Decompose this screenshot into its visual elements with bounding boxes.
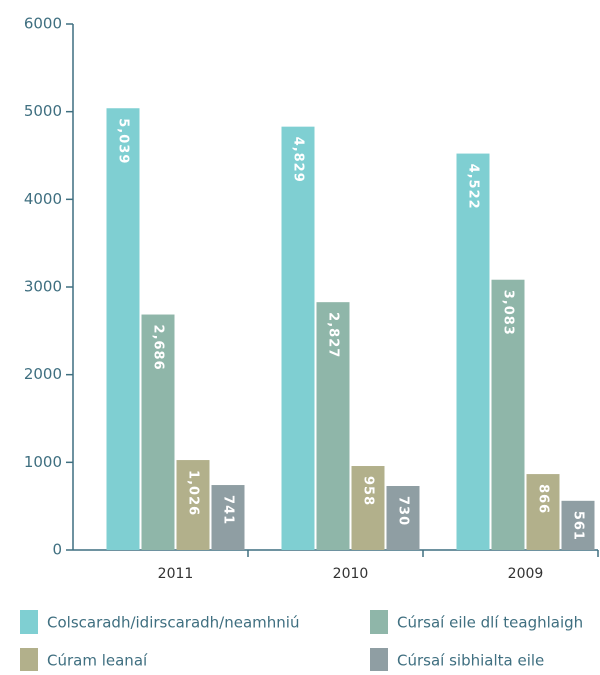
legend-label: Cúrsaí sibhialta eile	[397, 652, 544, 670]
legend-swatch	[20, 610, 38, 634]
value-label: 4,522	[466, 164, 481, 210]
value-label: 2,827	[326, 312, 341, 358]
y-tick-label: 6000	[24, 15, 62, 33]
bar	[386, 486, 420, 550]
value-label: 3,083	[501, 290, 516, 336]
bar	[281, 126, 315, 551]
value-label: 958	[361, 476, 376, 506]
bar	[526, 474, 560, 550]
x-tick-label: 2010	[333, 566, 369, 582]
value-label: 561	[571, 511, 586, 541]
value-label: 2,686	[151, 325, 166, 371]
value-label: 741	[221, 495, 236, 525]
legend-swatch	[370, 648, 388, 672]
value-label: 730	[396, 496, 411, 526]
y-tick-label: 5000	[24, 102, 62, 120]
bar	[351, 466, 385, 550]
value-label: 866	[536, 484, 551, 514]
bar	[176, 460, 210, 550]
bar	[106, 108, 140, 550]
bar	[316, 302, 350, 550]
legend-label: Cúrsaí eile dlí teaghlaigh	[397, 614, 583, 632]
bar	[141, 314, 175, 550]
value-label: 4,829	[291, 137, 306, 183]
value-label: 1,026	[186, 470, 201, 516]
bar	[456, 153, 490, 550]
y-tick-label: 1000	[24, 453, 62, 471]
y-tick-label: 0	[52, 541, 62, 559]
bar	[211, 485, 245, 550]
legend-swatch	[370, 610, 388, 634]
x-tick-label: 2011	[158, 566, 194, 582]
y-tick-label: 2000	[24, 365, 62, 383]
value-label: 5,039	[116, 118, 131, 164]
legend-label: Colscaradh/idirscaradh/neamhniú	[47, 614, 299, 632]
y-tick-label: 3000	[24, 278, 62, 296]
legend-swatch	[20, 648, 38, 672]
bar	[491, 279, 525, 550]
legend-label: Cúram leanaí	[47, 652, 148, 670]
x-tick-label: 2009	[508, 566, 544, 582]
y-tick-label: 4000	[24, 190, 62, 208]
bar	[561, 500, 595, 550]
